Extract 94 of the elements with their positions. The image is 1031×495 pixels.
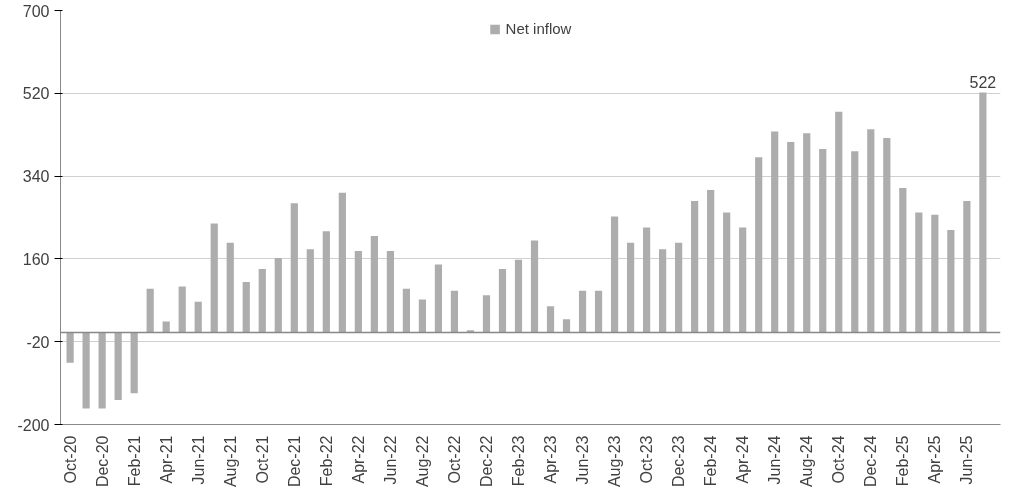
bar: [498, 269, 507, 333]
bar: [947, 229, 955, 333]
bar: [194, 301, 202, 333]
bar: [851, 151, 859, 333]
x-tick-label: Oct-21: [253, 435, 271, 484]
legend-label: Net inflow: [505, 20, 572, 37]
bar: [338, 192, 346, 333]
bar: [306, 249, 314, 333]
x-tick-label: Feb-22: [317, 435, 335, 487]
x-tick-label: Apr-21: [157, 435, 175, 484]
bar: [386, 251, 394, 333]
bar: [450, 290, 459, 333]
bar: [146, 288, 154, 333]
x-tick-label: Oct-24: [830, 435, 848, 484]
x-tick-label: Jun-22: [381, 435, 399, 485]
x-tick-label: Dec-22: [477, 435, 495, 488]
bar: [787, 142, 795, 333]
x-tick-label: Jun-24: [766, 435, 784, 485]
x-tick-label: Feb-23: [509, 435, 527, 487]
bar: [258, 269, 266, 333]
bar: [418, 299, 427, 333]
bar: [867, 129, 875, 333]
bar: [819, 148, 827, 333]
bar: [226, 242, 234, 333]
bar: [66, 332, 74, 363]
bar: [562, 319, 571, 333]
x-tick-label: Feb-24: [702, 435, 720, 487]
x-tick-label: Aug-22: [413, 435, 431, 488]
bar: [755, 157, 763, 333]
x-tick-label: Feb-25: [894, 435, 912, 487]
y-tick-label: 700: [22, 2, 50, 20]
bar: [370, 235, 378, 333]
bar: [514, 259, 523, 333]
x-tick-label: Oct-20: [61, 435, 79, 484]
bar: [659, 249, 667, 333]
bar: [546, 306, 555, 333]
bar: [979, 92, 987, 333]
bar: [242, 281, 250, 333]
x-tick-label: Apr-22: [349, 435, 367, 484]
bar: [162, 321, 170, 333]
y-tick-label: 160: [22, 250, 50, 268]
bar: [578, 290, 587, 333]
bar: [883, 137, 891, 333]
x-tick-label: Aug-24: [798, 435, 816, 488]
bar: [675, 242, 683, 333]
bar: [530, 240, 539, 333]
bar: [594, 290, 603, 333]
bar: [739, 227, 747, 333]
bar: [899, 188, 907, 333]
bar: [610, 216, 619, 333]
bar: [643, 227, 651, 333]
bar: [723, 212, 731, 333]
bar: [707, 189, 715, 333]
bar: [402, 288, 410, 333]
bar: [130, 332, 138, 394]
x-tick-label: Jun-25: [958, 435, 976, 485]
x-tick-label: Oct-23: [638, 435, 656, 484]
y-tick-label: 520: [22, 85, 50, 103]
bar: [98, 332, 106, 409]
bar: [931, 214, 939, 333]
bar: [114, 332, 122, 401]
y-tick-label: -200: [17, 416, 50, 434]
bar: [626, 242, 635, 333]
bar: [803, 133, 811, 333]
y-tick-label: -20: [26, 333, 50, 351]
x-tick-label: Oct-22: [445, 435, 463, 484]
bar: [482, 295, 491, 333]
y-tick-label: 340: [22, 168, 50, 186]
bar: [354, 251, 362, 333]
bar: [691, 200, 699, 333]
x-tick-label: Aug-23: [606, 435, 624, 488]
bar: [210, 223, 218, 333]
bar: [915, 212, 923, 333]
x-tick-label: Dec-24: [862, 435, 880, 488]
bar: [322, 231, 330, 333]
x-tick-label: Apr-24: [734, 435, 752, 484]
bar: [290, 203, 298, 333]
data-label: 522: [969, 74, 997, 92]
x-tick-label: Apr-25: [926, 435, 944, 484]
bar: [178, 286, 186, 333]
x-tick-label: Jun-21: [189, 435, 207, 485]
bar: [434, 264, 443, 333]
x-tick-label: Feb-21: [125, 435, 143, 487]
bar: [274, 257, 282, 333]
x-tick-label: Dec-23: [670, 435, 688, 488]
x-tick-label: Dec-21: [285, 435, 303, 488]
bar: [963, 200, 971, 333]
x-tick-label: Dec-20: [93, 435, 111, 488]
x-tick-label: Aug-21: [221, 435, 239, 488]
bar: [771, 131, 779, 333]
bar: [835, 111, 843, 333]
x-tick-label: Apr-23: [542, 435, 560, 484]
bar: [82, 332, 90, 409]
x-tick-label: Jun-23: [574, 435, 592, 485]
